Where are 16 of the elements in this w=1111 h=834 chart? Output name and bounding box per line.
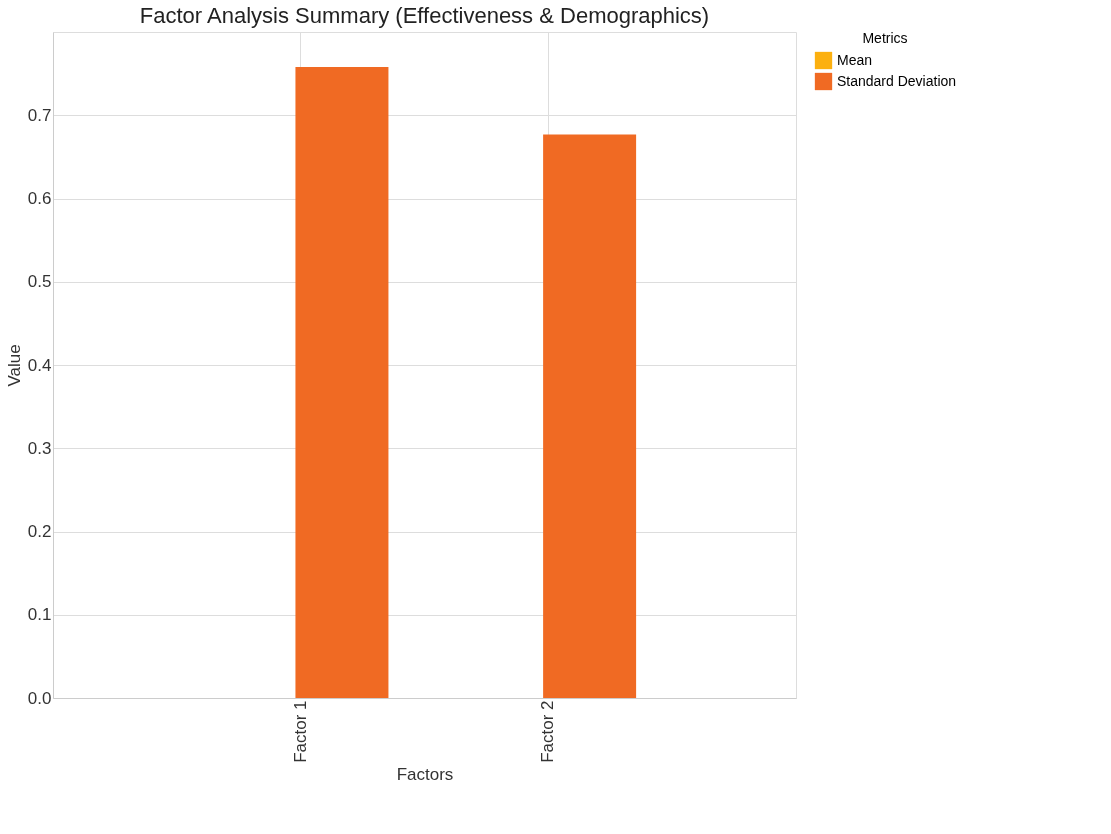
legend-label: Standard Deviation [837,72,957,89]
y-tick-label: 0.5 [27,272,52,292]
y-tick-label: 0.6 [27,189,52,208]
y-tick-label: 0.1 [27,605,52,625]
y-tick-label: 0.7 [27,105,52,125]
y-tick-label: 0.3 [27,438,52,458]
legend-label: Mean [837,51,873,68]
x-tick-label: Factor 2 [538,700,558,763]
y-tick-label: 0.2 [27,522,52,541]
y-tick-label: 0.0 [27,688,52,708]
y-tick-label: 0.4 [27,355,52,375]
chart-title: Factor Analysis Summary (Effectiveness & Demographics) [139,3,710,28]
y-axis-title: Value [4,344,24,387]
legend-title: Metrics [862,30,908,46]
x-axis-title: Factors [396,764,454,784]
x-tick-label: Factor 1 [290,700,310,763]
